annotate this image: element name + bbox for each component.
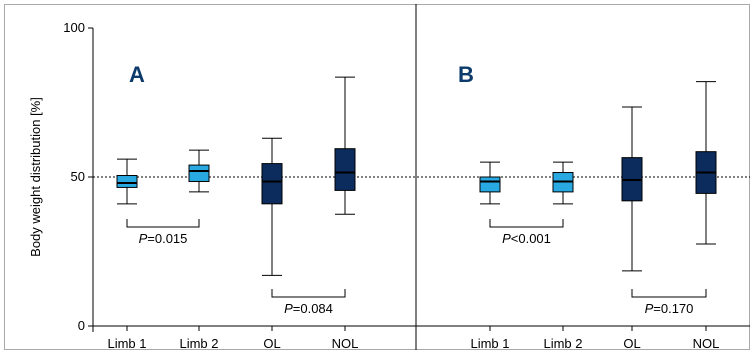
panel-label: A	[129, 62, 145, 87]
box-ol: OL	[621, 106, 643, 351]
x-tick-label: Limb 2	[543, 336, 582, 351]
x-tick-label: NOL	[693, 336, 720, 351]
bracket-line	[631, 289, 707, 298]
y-tick-label: 0	[78, 318, 85, 333]
box-nol: NOL	[693, 81, 720, 351]
y-tick-label: 100	[63, 20, 85, 35]
y-axis-label: Body weight distribution [%]	[28, 97, 43, 257]
p-value-label: P=0.015	[139, 231, 188, 246]
comparison-bracket: P<0.001	[489, 219, 564, 246]
box-iqr	[116, 175, 138, 188]
box-limb-1: Limb 1	[107, 158, 147, 351]
x-tick-label: Limb 1	[107, 336, 146, 351]
box-limb-2: Limb 2	[179, 149, 219, 351]
box-limb-2: Limb 2	[543, 161, 583, 351]
box-iqr	[334, 148, 356, 191]
comparison-bracket: P=0.170	[631, 289, 707, 316]
x-tick-label: OL	[263, 336, 280, 351]
box-iqr	[188, 164, 210, 182]
comparison-bracket: P=0.084	[271, 289, 346, 316]
p-value-label: P=0.170	[645, 301, 694, 316]
p-value-label: P=0.084	[284, 301, 333, 316]
box-limb-1: Limb 1	[470, 161, 510, 351]
box-iqr	[479, 176, 501, 193]
panel-label: B	[458, 62, 474, 87]
p-value-label: P<0.001	[502, 231, 551, 246]
x-tick-label: Limb 1	[470, 336, 509, 351]
bracket-line	[126, 219, 200, 228]
panel-b: B Limb 1 Limb 2 OL NOL P<0.001 P=0.170	[458, 62, 719, 351]
x-tick-label: Limb 2	[179, 336, 218, 351]
box-nol: NOL	[332, 76, 359, 351]
x-tick-label: NOL	[332, 336, 359, 351]
panel-a: A Limb 1 Limb 2 OL NOL P=0.015 P=0.084	[107, 62, 358, 351]
x-tick-label: OL	[623, 336, 640, 351]
bracket-line	[271, 289, 346, 298]
y-tick-label: 50	[71, 169, 85, 184]
comparison-bracket: P=0.015	[126, 219, 200, 246]
box-iqr	[261, 163, 283, 205]
box-ol: OL	[261, 137, 283, 351]
bracket-line	[489, 219, 564, 228]
